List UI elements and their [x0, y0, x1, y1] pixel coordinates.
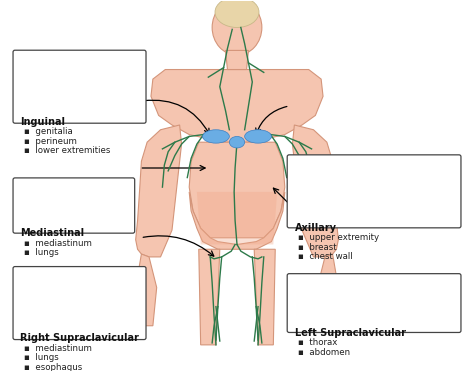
Text: ▪  genitalia: ▪ genitalia	[24, 127, 73, 137]
Polygon shape	[226, 50, 248, 69]
Text: ▪  chest wall: ▪ chest wall	[298, 252, 353, 261]
Polygon shape	[151, 69, 323, 142]
Polygon shape	[197, 192, 277, 244]
Text: Left Supraclavicular: Left Supraclavicular	[294, 328, 406, 338]
Text: Axillary: Axillary	[294, 223, 337, 233]
FancyBboxPatch shape	[287, 274, 461, 332]
Polygon shape	[292, 125, 338, 257]
Text: Right Supraclavicular: Right Supraclavicular	[20, 334, 139, 344]
Ellipse shape	[245, 130, 272, 143]
Text: Mediastinal: Mediastinal	[20, 229, 84, 239]
Polygon shape	[189, 192, 285, 249]
Text: ▪  upper extremity: ▪ upper extremity	[298, 233, 380, 242]
Polygon shape	[254, 249, 275, 345]
Text: ▪  lungs: ▪ lungs	[24, 353, 59, 362]
Ellipse shape	[215, 0, 259, 27]
Text: ▪  lungs: ▪ lungs	[24, 248, 59, 257]
Text: ▪  mediastinum: ▪ mediastinum	[24, 344, 92, 353]
Text: ▪  abdomen: ▪ abdomen	[298, 348, 350, 357]
FancyBboxPatch shape	[13, 50, 146, 123]
Ellipse shape	[229, 137, 245, 148]
Text: ▪  mediastinum: ▪ mediastinum	[24, 239, 92, 248]
Polygon shape	[136, 254, 157, 326]
Text: ▪  lower extremities: ▪ lower extremities	[24, 147, 110, 155]
FancyBboxPatch shape	[13, 267, 146, 339]
Text: ▪  esophagus: ▪ esophagus	[24, 363, 82, 371]
Ellipse shape	[212, 0, 262, 55]
FancyBboxPatch shape	[287, 155, 461, 228]
Polygon shape	[317, 254, 338, 326]
Polygon shape	[136, 125, 182, 257]
Text: ▪  breast: ▪ breast	[298, 243, 337, 252]
Text: ▪  thorax: ▪ thorax	[298, 338, 338, 347]
FancyBboxPatch shape	[13, 178, 135, 233]
Polygon shape	[199, 249, 220, 345]
Text: Inguinal: Inguinal	[20, 117, 65, 127]
Ellipse shape	[202, 130, 229, 143]
Polygon shape	[189, 142, 285, 238]
Text: ▪  perineum: ▪ perineum	[24, 137, 77, 146]
